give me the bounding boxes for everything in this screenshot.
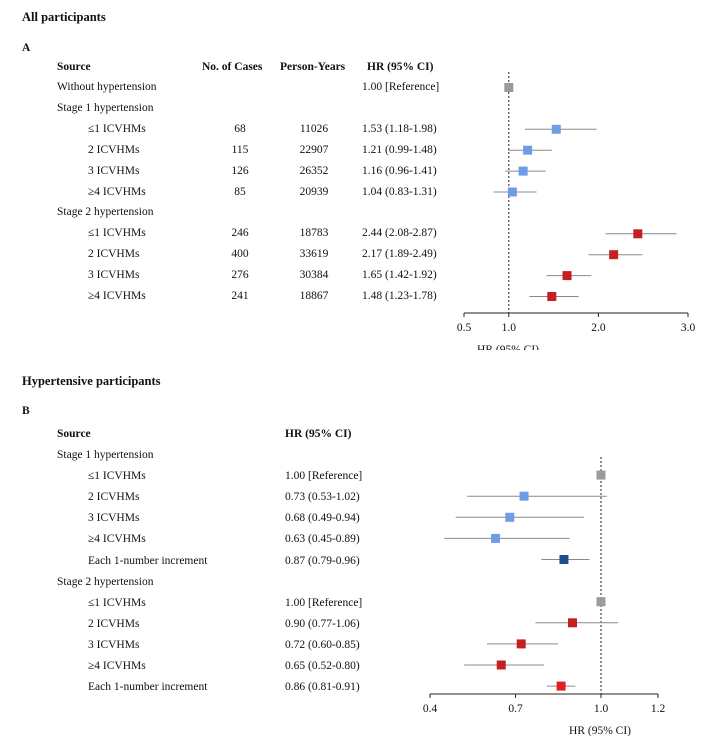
- x-tick-label: 0.5: [457, 322, 472, 334]
- hr-point-marker: [519, 491, 529, 501]
- cell-person-years: 26352: [299, 164, 329, 177]
- row-label-sub: 3 ICVHMs: [88, 638, 140, 651]
- row-label-group: Without hypertension: [57, 81, 157, 93]
- cell-person-years: 11026: [299, 122, 329, 135]
- cell-hr: 1.16 (0.96-1.41): [362, 164, 437, 177]
- hr-point-marker: [523, 145, 533, 155]
- row-label-group: Stage 2 hypertension: [57, 206, 154, 219]
- hr-point-marker: [518, 166, 528, 176]
- header-hr-b: HR (95% CI): [285, 428, 352, 440]
- row-label-sub: ≥4 ICVHMs: [88, 533, 146, 546]
- cell-person-years: 22907: [299, 143, 329, 156]
- hr-point-marker: [551, 124, 561, 134]
- cell-person-years: 20939: [299, 185, 329, 198]
- row-label-sub: 3 ICVHMs: [88, 512, 140, 525]
- cell-cases: 85: [234, 185, 246, 198]
- cell-hr: 0.86 (0.81-0.91): [285, 681, 360, 694]
- hr-point-marker: [505, 512, 515, 522]
- x-tick-label: 1.0: [594, 703, 609, 715]
- hr-point-marker: [609, 250, 619, 260]
- cell-hr: 0.63 (0.45-0.89): [285, 533, 360, 546]
- row-label-sub: 2 ICVHMs: [88, 617, 140, 630]
- cell-hr: 0.73 (0.53-1.02): [285, 491, 360, 504]
- hr-point-marker: [496, 660, 506, 670]
- row-label-sub: ≥4 ICVHMs: [88, 290, 146, 302]
- row-label-sub: ≤1 ICVHMs: [88, 227, 146, 240]
- cell-person-years: 18783: [299, 227, 329, 240]
- cell-hr: 0.72 (0.60-0.85): [285, 638, 360, 651]
- cell-cases: 115: [231, 143, 249, 156]
- x-tick-label: 1.2: [651, 703, 666, 715]
- row-label-sub: 3 ICVHMs: [88, 164, 140, 177]
- hr-point-marker: [507, 187, 517, 197]
- cell-cases: 246: [231, 227, 249, 240]
- x-tick-label: 3.0: [681, 322, 696, 334]
- cell-hr: 1.04 (0.83-1.31): [362, 185, 437, 198]
- cell-hr: 1.21 (0.99-1.48): [362, 143, 437, 156]
- cell-person-years: 33619: [299, 248, 329, 261]
- cell-cases: 68: [234, 122, 246, 135]
- header-person-years-a: Person-Years: [280, 61, 346, 73]
- hr-point-marker: [559, 555, 569, 564]
- cell-cases: 276: [231, 269, 249, 282]
- row-label-group: Stage 1 hypertension: [57, 101, 154, 114]
- hr-point-marker: [556, 681, 566, 691]
- row-label-sub: ≤1 ICVHMs: [88, 470, 146, 483]
- hr-point-marker: [596, 470, 606, 480]
- hr-point-marker: [568, 618, 577, 628]
- panel-letter-b: B: [22, 405, 30, 417]
- cell-hr: 1.48 (1.23-1.78): [362, 290, 437, 302]
- row-label-sub: Each 1-number increment: [88, 554, 208, 567]
- cell-hr: 2.44 (2.08-2.87): [362, 227, 437, 240]
- forest-plot-a: 0.5 1.0 2.0 3.0 HR (95% CI): [457, 72, 696, 350]
- x-tick-label: 2.0: [591, 322, 606, 334]
- cell-hr: 2.17 (1.89-2.49): [362, 248, 437, 261]
- cell-hr: 1.00 [Reference]: [362, 81, 440, 93]
- cell-hr: 1.00 [Reference]: [285, 596, 363, 609]
- cell-cases: 241: [231, 290, 249, 302]
- header-source-b: Source: [57, 428, 91, 440]
- cell-hr: 1.65 (1.42-1.92): [362, 269, 437, 282]
- x-tick-label: 0.7: [508, 703, 523, 715]
- cell-cases: 400: [231, 248, 249, 261]
- hr-point-marker: [596, 597, 606, 607]
- cell-hr: 1.53 (1.18-1.98): [362, 122, 437, 135]
- hr-point-marker: [504, 83, 514, 92]
- row-label-sub: ≤1 ICVHMs: [88, 596, 146, 609]
- x-tick-label: 0.4: [423, 703, 438, 715]
- cell-person-years: 18867: [299, 290, 329, 302]
- row-label-sub: ≤1 ICVHMs: [88, 122, 146, 135]
- row-label-sub: Each 1-number increment: [88, 681, 208, 694]
- row-label-group: Stage 2 hypertension: [57, 575, 154, 588]
- header-cases-a: No. of Cases: [202, 61, 263, 73]
- row-label-group: Stage 1 hypertension: [57, 449, 154, 461]
- hr-point-marker: [562, 271, 572, 281]
- panel-letter-a: A: [22, 42, 31, 54]
- section-title-hypertensive: Hypertensive participants: [22, 374, 161, 388]
- hr-point-marker: [516, 639, 526, 649]
- cell-hr: 1.00 [Reference]: [285, 470, 363, 483]
- hr-point-marker: [547, 292, 557, 301]
- row-label-sub: 2 ICVHMs: [88, 491, 140, 504]
- cell-hr: 0.65 (0.52-0.80): [285, 660, 360, 672]
- header-hr-a: HR (95% CI): [367, 61, 434, 73]
- x-axis-title: HR (95% CI): [569, 725, 631, 736]
- hr-point-marker: [633, 229, 643, 239]
- header-source-a: Source: [57, 61, 91, 73]
- row-label-sub: ≥4 ICVHMs: [88, 660, 146, 672]
- forest-plot-b: 0.4 0.7 1.0 1.2 HR (95% CI): [423, 457, 666, 736]
- section-title-all: All participants: [22, 10, 106, 24]
- row-label-sub: 2 ICVHMs: [88, 143, 140, 156]
- cell-person-years: 30384: [299, 269, 329, 282]
- hr-point-marker: [491, 533, 501, 543]
- row-label-sub: 3 ICVHMs: [88, 269, 140, 282]
- row-label-sub: ≥4 ICVHMs: [88, 185, 146, 198]
- x-tick-label: 1.0: [502, 322, 517, 334]
- cell-hr: 0.90 (0.77-1.06): [285, 617, 360, 630]
- cell-hr: 0.87 (0.79-0.96): [285, 554, 360, 567]
- x-axis-title: HR (95% CI): [477, 344, 539, 350]
- cell-cases: 126: [231, 164, 249, 177]
- cell-hr: 0.68 (0.49-0.94): [285, 512, 360, 525]
- row-label-sub: 2 ICVHMs: [88, 248, 140, 261]
